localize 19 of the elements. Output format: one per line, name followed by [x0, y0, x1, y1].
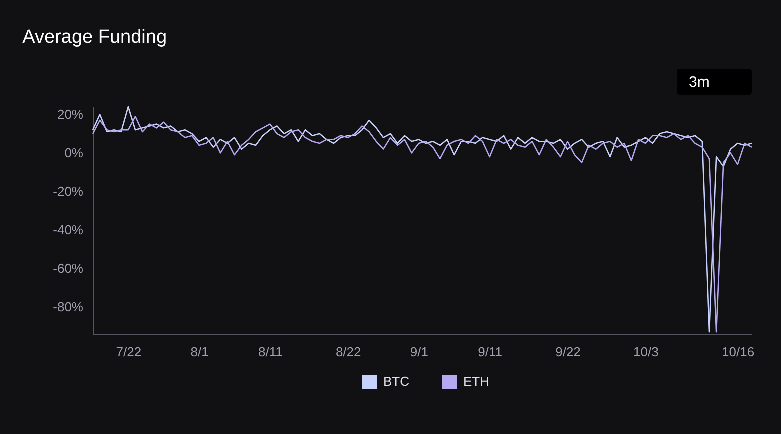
y-tick-label: 0%: [64, 146, 84, 161]
text: 3m: [689, 74, 710, 91]
x-tick-label: 9/1: [410, 344, 428, 360]
x-tick-label: 8/11: [258, 344, 283, 360]
x-tick-label: 7/22: [116, 344, 142, 360]
legend-label: ETH: [464, 374, 490, 389]
x-tick-label: 8/22: [336, 344, 362, 360]
x-tick-label: 10/3: [634, 344, 659, 360]
y-tick-label: 20%: [57, 107, 84, 122]
y-tick-label: -80%: [53, 300, 84, 315]
y-tick-label: -20%: [53, 184, 84, 200]
x-tick-label: 9/11: [478, 344, 502, 360]
x-tick-label: 10/16: [722, 344, 755, 360]
x-tick-label: 8/1: [190, 344, 209, 360]
legend-label: BTC: [384, 374, 410, 389]
y-tick-label: -60%: [53, 261, 84, 276]
chart-title: Average Funding: [22, 27, 168, 48]
x-tick-label: 9/22: [556, 344, 581, 360]
y-tick-label: -40%: [53, 222, 84, 238]
